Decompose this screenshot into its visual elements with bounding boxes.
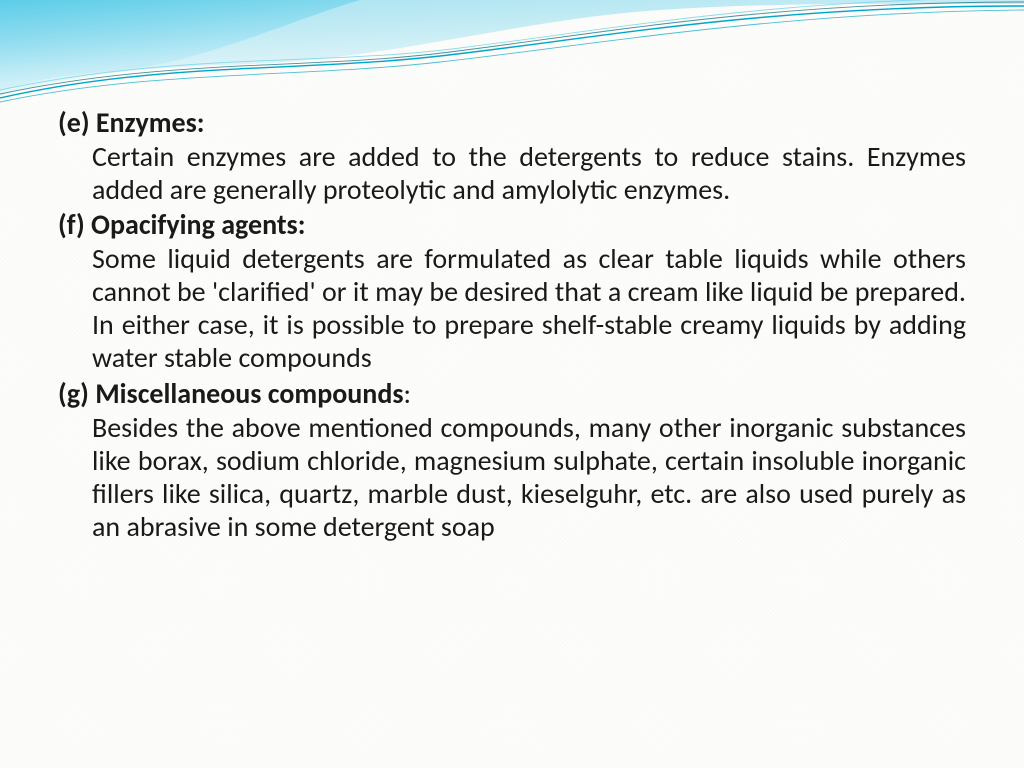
section-heading-g-label: (g) Miscellaneous compounds xyxy=(58,376,404,411)
section-heading-e: (e) Enzymes: xyxy=(58,106,966,140)
section-heading-g: (g) Miscellaneous compounds: xyxy=(58,377,966,411)
slide-content: (e) Enzymes: Certain enzymes are added t… xyxy=(58,106,966,545)
section-body-f: Some liquid detergents are formulated as… xyxy=(58,242,966,374)
section-body-g: Besides the above mentioned compounds, m… xyxy=(58,411,966,543)
section-g: (g) Miscellaneous compounds: Besides the… xyxy=(58,377,966,543)
section-heading-f: (f) Opacifying agents: xyxy=(58,208,966,242)
section-e: (e) Enzymes: Certain enzymes are added t… xyxy=(58,106,966,206)
section-f: (f) Opacifying agents: Some liquid deter… xyxy=(58,208,966,374)
section-body-e: Certain enzymes are added to the deterge… xyxy=(58,140,966,206)
section-heading-g-colon: : xyxy=(404,376,412,411)
